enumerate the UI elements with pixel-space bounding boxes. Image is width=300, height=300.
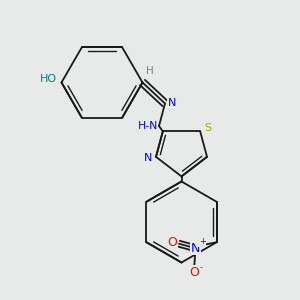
Text: HO: HO (39, 74, 57, 85)
Text: -: - (199, 264, 202, 273)
Text: O: O (167, 236, 177, 249)
Text: N: N (168, 98, 176, 109)
Text: H: H (146, 65, 154, 76)
Text: H-N: H-N (137, 121, 158, 131)
Text: S: S (204, 123, 211, 133)
Text: N: N (191, 242, 200, 255)
Text: N: N (144, 153, 153, 163)
Text: O: O (189, 266, 199, 279)
Text: +: + (199, 237, 206, 246)
